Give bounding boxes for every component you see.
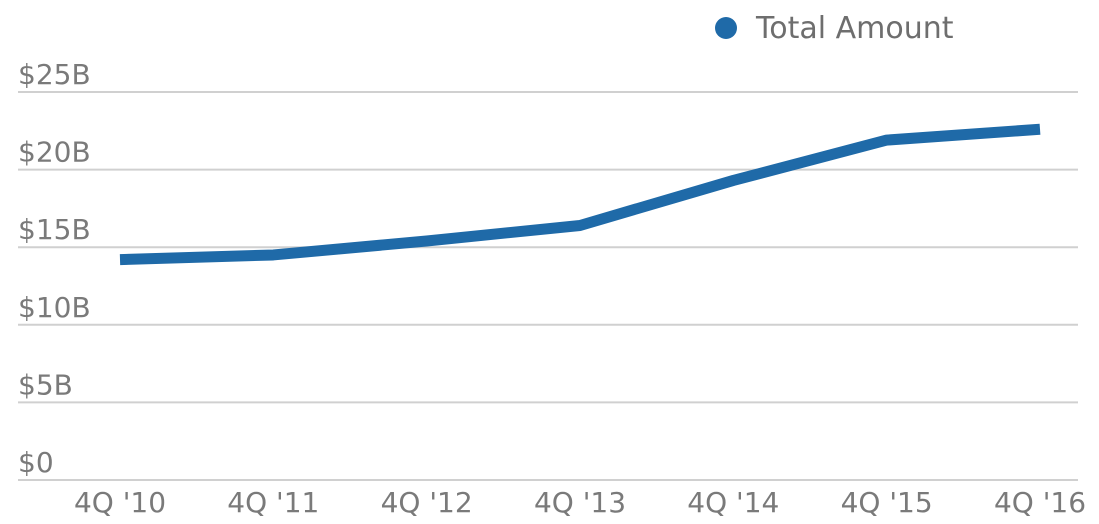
legend-marker-total-amount (715, 17, 737, 39)
y-tick-label: $25B (18, 58, 91, 91)
y-tick-label: $15B (18, 213, 91, 246)
legend: Total Amount (715, 11, 954, 46)
gridlines (18, 91, 1078, 481)
y-axis-tick-labels: $0 $5B $10B $15B $20B $25B (18, 58, 91, 479)
legend-label-total-amount: Total Amount (755, 11, 954, 46)
x-tick-label: 4Q '11 (227, 486, 319, 519)
x-tick-label: 4Q '16 (994, 486, 1086, 519)
series-lines (119, 123, 1041, 266)
x-tick-label: 4Q '13 (534, 486, 626, 519)
y-tick-label: $5B (18, 368, 73, 401)
series-line-total-amount (119, 123, 1041, 266)
y-tick-label: $0 (18, 446, 54, 479)
x-axis-tick-labels: 4Q '10 4Q '11 4Q '12 4Q '13 4Q '14 4Q '15 4Q '… (74, 486, 1086, 519)
y-tick-label: $20B (18, 136, 91, 169)
x-tick-label: 4Q '10 (74, 486, 166, 519)
x-tick-label: 4Q '15 (841, 486, 933, 519)
y-tick-label: $10B (18, 291, 91, 324)
x-tick-label: 4Q '12 (381, 486, 473, 519)
x-tick-label: 4Q '14 (687, 486, 779, 519)
